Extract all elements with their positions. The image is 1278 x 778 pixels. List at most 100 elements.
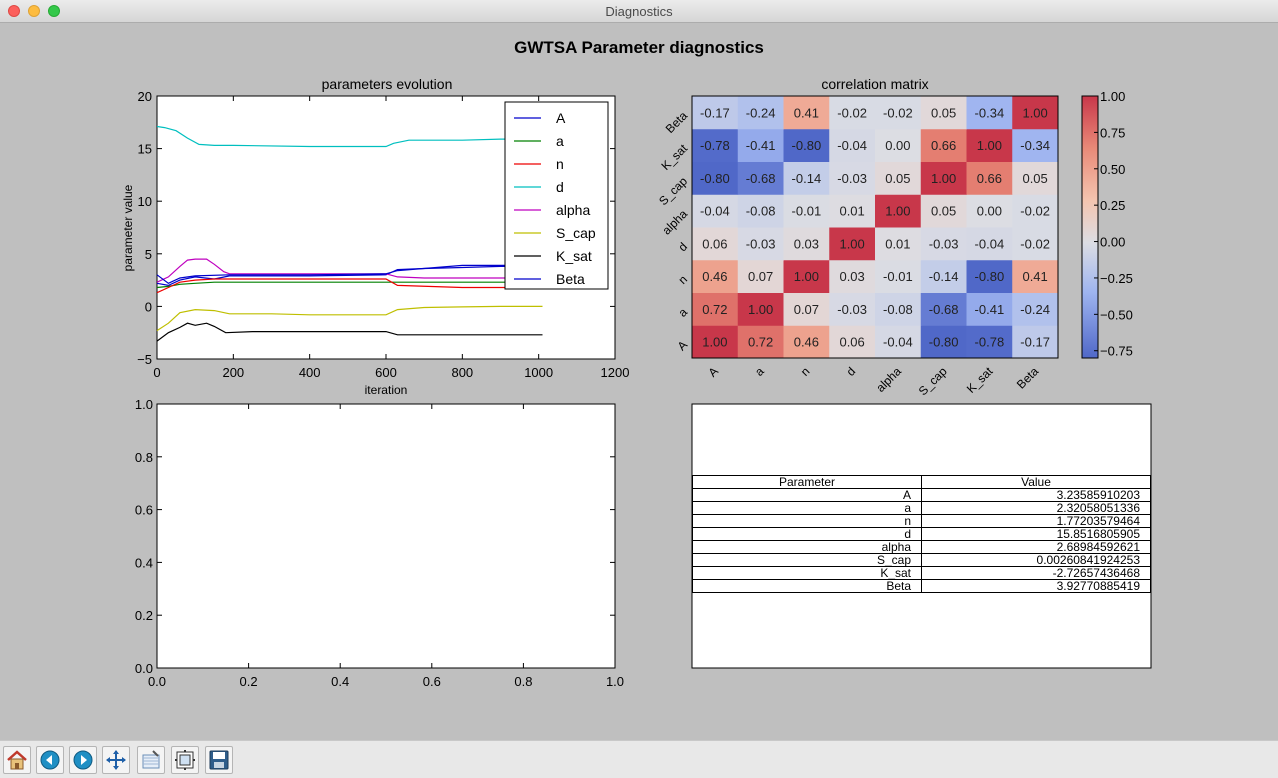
save-icon xyxy=(209,750,229,770)
parameter-value-cell: 2.32058051336 xyxy=(921,501,1151,515)
x-tick-label: 1000 xyxy=(524,365,553,380)
figure-title: GWTSA Parameter diagnostics xyxy=(514,38,764,57)
heatmap-cell xyxy=(737,128,784,162)
pan-button[interactable] xyxy=(102,746,130,774)
heatmap-cell xyxy=(875,325,922,359)
heatmap-value-label: 0.66 xyxy=(977,171,1002,186)
heatmap-cell xyxy=(783,96,830,130)
heatmap-value-label: -0.02 xyxy=(837,105,867,120)
y-tick-label: 0.0 xyxy=(135,661,153,676)
heatmap-cell xyxy=(737,194,784,228)
series-line-s_cap xyxy=(156,305,543,332)
heatmap-value-label: 0.05 xyxy=(885,171,910,186)
heatmap-value-label: 0.00 xyxy=(885,138,910,153)
home-button[interactable] xyxy=(3,746,31,774)
heatmap-y-label: S_cap xyxy=(656,174,690,208)
heatmap-cell xyxy=(829,325,876,359)
heatmap-value-label: -0.24 xyxy=(1020,302,1050,317)
heatmap-cell xyxy=(737,292,784,326)
series-line-beta xyxy=(156,264,543,284)
close-window-button[interactable] xyxy=(8,5,20,17)
heatmap-value-label: -0.04 xyxy=(883,335,913,350)
parameter-name-cell: alpha xyxy=(692,540,922,554)
heatmap-value-label: -0.14 xyxy=(929,269,959,284)
minimize-window-button[interactable] xyxy=(28,5,40,17)
subplots-button[interactable] xyxy=(171,746,199,774)
x-tick-label: 0.0 xyxy=(148,674,166,689)
colorbar-tick-label: 1.00 xyxy=(1100,89,1125,104)
heatmap-value-label: -0.24 xyxy=(746,105,776,120)
x-tick-label: 1200 xyxy=(601,365,630,380)
heatmap-cell xyxy=(737,96,784,130)
heatmap-y-label: a xyxy=(675,305,690,320)
table-header-cell: Parameter xyxy=(692,475,922,489)
heatmap-cell xyxy=(829,227,876,261)
heatmap-cell xyxy=(875,259,922,293)
heatmap-value-label: -0.03 xyxy=(837,171,867,186)
legend-label: n xyxy=(556,156,564,172)
heatmap-cell xyxy=(783,325,830,359)
heatmap-value-label: 1.00 xyxy=(885,204,910,219)
heatmap-cell xyxy=(829,128,876,162)
y-tick-label: 0.6 xyxy=(135,503,153,518)
heatmap-value-label: 1.00 xyxy=(977,138,1002,153)
series-line-n xyxy=(156,278,543,294)
heatmap-cell xyxy=(920,292,967,326)
heatmap-value-label: 0.06 xyxy=(839,335,864,350)
heatmap-cell xyxy=(692,128,739,162)
colorbar xyxy=(1081,95,1099,359)
heatmap-value-label: -0.68 xyxy=(929,302,959,317)
y-tick-label: 1.0 xyxy=(135,397,153,412)
save-button[interactable] xyxy=(205,746,233,774)
back-button[interactable] xyxy=(36,746,64,774)
heatmap-value-label: -0.80 xyxy=(929,335,959,350)
x-tick-label: 0.2 xyxy=(240,674,258,689)
heatmap-value-label: -0.03 xyxy=(929,236,959,251)
y-tick-label: 0.4 xyxy=(135,555,153,570)
heatmap-cell xyxy=(875,96,922,130)
y-tick-label: 10 xyxy=(138,194,152,209)
table-row: d 15.8516805905 xyxy=(692,527,1151,541)
heatmap-y-label: A xyxy=(675,338,691,354)
heatmap-cell xyxy=(1012,96,1059,130)
heatmap-value-label: -0.34 xyxy=(1020,138,1050,153)
legend-label: Beta xyxy=(556,271,585,287)
heatmap-y-label: K_sat xyxy=(659,141,691,173)
parameter-table: Parameter Value A 3.23585910203 a 2.320580513… xyxy=(692,475,1151,593)
series-line-a xyxy=(156,281,543,289)
window-title: Diagnostics xyxy=(605,4,673,19)
heatmap-x-label: A xyxy=(705,364,721,380)
y-tick-label: 0.8 xyxy=(135,450,153,465)
y-tick-label: 15 xyxy=(138,142,152,157)
heatmap-cell xyxy=(1012,259,1059,293)
heatmap-y-label: alpha xyxy=(659,207,690,238)
heatmap-value-label: -0.80 xyxy=(700,171,730,186)
heatmap-value-label: -0.17 xyxy=(700,105,730,120)
legend-label: a xyxy=(556,133,564,149)
heatmap-cell xyxy=(1012,128,1059,162)
x-tick-label: 400 xyxy=(299,365,321,380)
table-row: S_cap 0.00260841924253 xyxy=(692,553,1151,567)
heatmap-value-label: 0.72 xyxy=(748,335,773,350)
parameter-value-cell: 15.8516805905 xyxy=(921,527,1151,541)
colorbar-tick-label: 0.75 xyxy=(1100,125,1125,140)
chart-title: parameters evolution xyxy=(322,76,453,92)
heatmap-y-label: Beta xyxy=(663,108,691,136)
heatmap-cell xyxy=(692,259,739,293)
y-tick-label: −5 xyxy=(137,352,152,367)
x-tick-label: 200 xyxy=(222,365,244,380)
forward-button[interactable] xyxy=(69,746,97,774)
zoom-button[interactable] xyxy=(137,746,165,774)
heatmap-value-label: -0.78 xyxy=(700,138,730,153)
colorbar-tick-label: 0.00 xyxy=(1100,235,1125,250)
heatmap-x-label: alpha xyxy=(873,364,904,395)
maximize-window-button[interactable] xyxy=(48,5,60,17)
heatmap-value-label: -0.17 xyxy=(1020,335,1050,350)
parameter-name-cell: K_sat xyxy=(692,566,922,580)
parameter-name-cell: a xyxy=(692,501,922,515)
heatmap-cell xyxy=(692,292,739,326)
parameter-name-cell: d xyxy=(692,527,922,541)
legend-box xyxy=(504,101,609,290)
heatmap-cell xyxy=(875,227,922,261)
series-line-d xyxy=(156,125,543,148)
